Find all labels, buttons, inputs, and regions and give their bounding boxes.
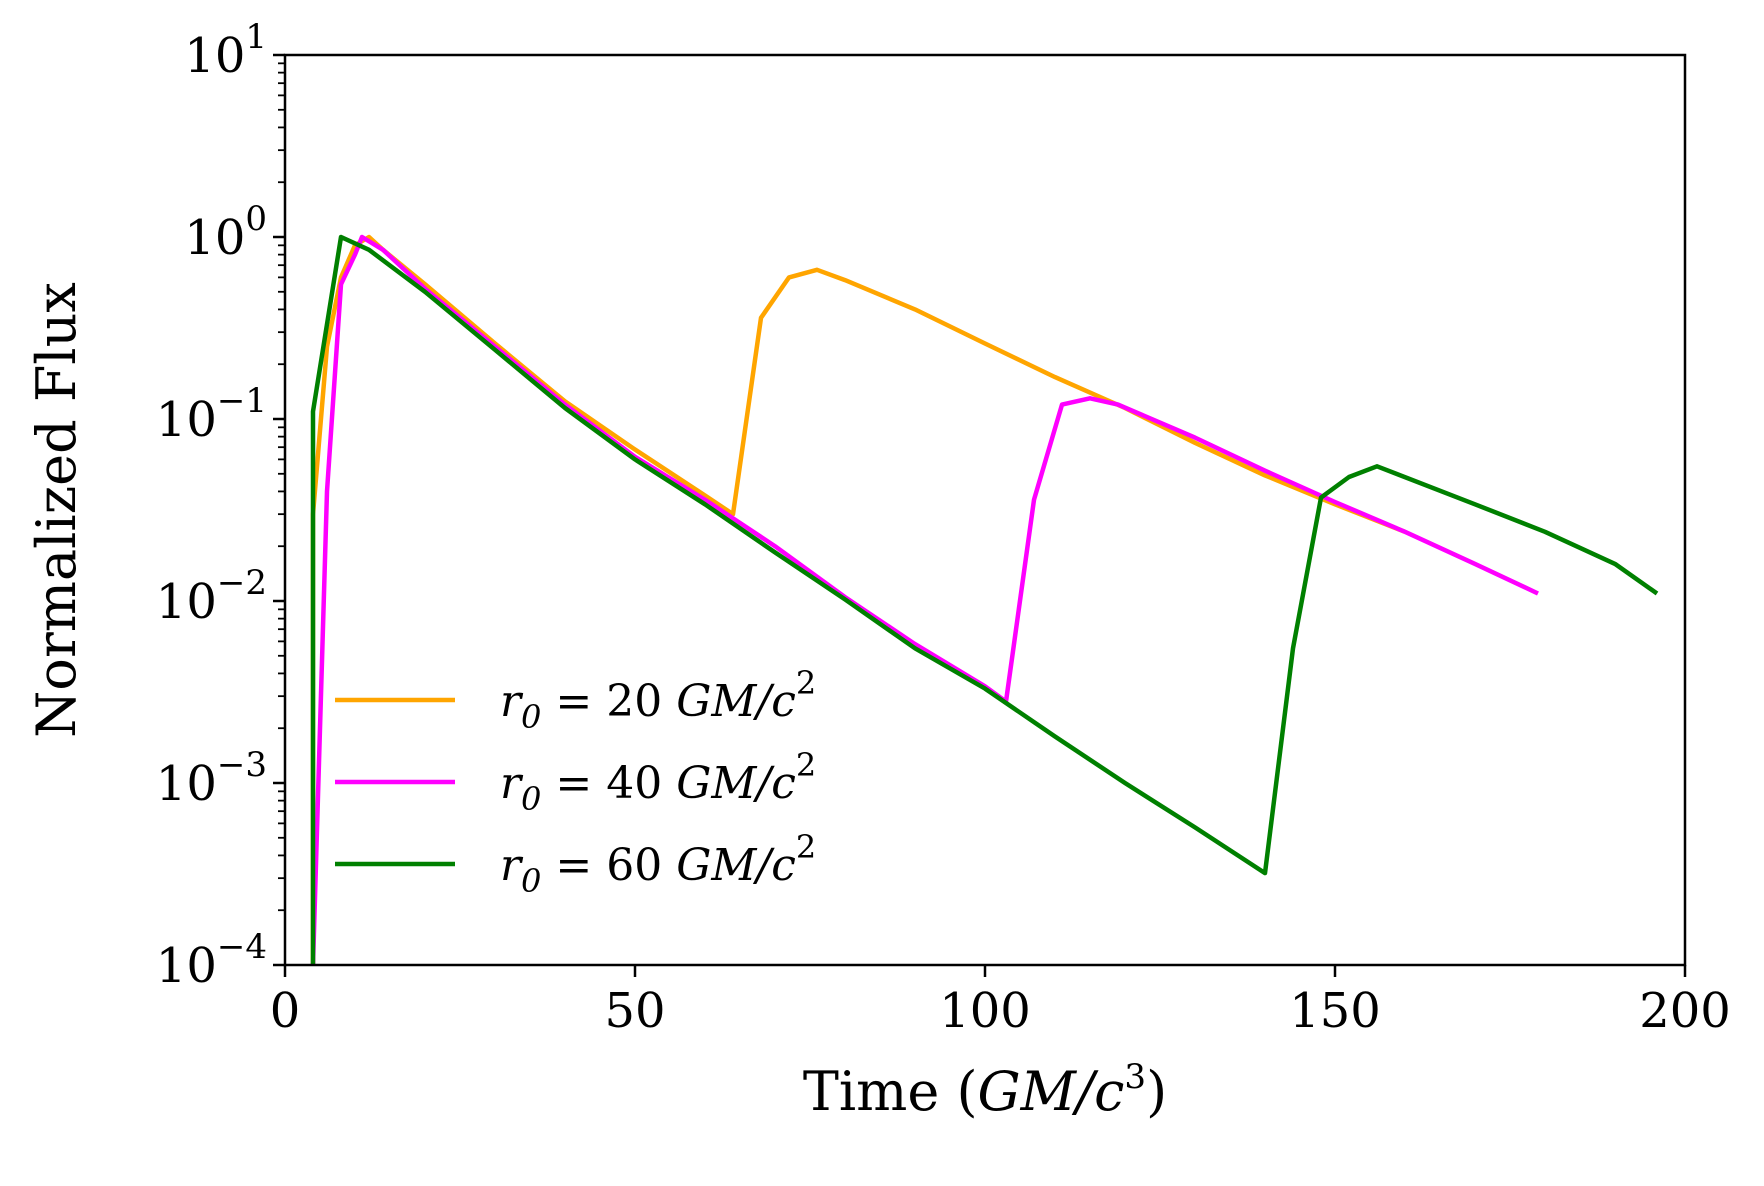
y-ticks: 10−4 10−3 10−2 10−1 100 101 (156, 17, 285, 994)
axes-frame (283, 53, 1687, 967)
y-tick-label: 100 (184, 199, 267, 266)
y-axis-label: Normalized Flux (25, 282, 88, 738)
x-ticks: 0 50 100 150 200 (270, 965, 1731, 1039)
y-tick-label: 10−2 (156, 563, 267, 630)
x-axis-label: Time (GM/c3) (803, 1057, 1167, 1123)
legend-item-3: r0 = 60 GM/c2 (335, 828, 816, 900)
x-tick-label: 0 (270, 983, 301, 1039)
series-line-2 (310, 234, 1539, 965)
series-line-3 (310, 234, 1659, 965)
x-tick-label: 100 (939, 983, 1031, 1039)
y-tick-label: 10−1 (156, 381, 267, 448)
legend-label: r0 = 20 GM/c2 (500, 664, 816, 736)
legend-label: r0 = 60 GM/c2 (500, 828, 816, 900)
legend-item-1: r0 = 20 GM/c2 (335, 664, 816, 736)
y-tick-label: 101 (184, 17, 267, 84)
series-layer (310, 234, 1659, 965)
x-tick-label: 150 (1289, 983, 1381, 1039)
y-tick-label: 10−4 (156, 927, 267, 994)
legend-label: r0 = 40 GM/c2 (500, 746, 816, 818)
x-tick-label: 200 (1639, 983, 1731, 1039)
x-tick-label: 50 (604, 983, 665, 1039)
legend-item-2: r0 = 40 GM/c2 (335, 746, 816, 818)
y-tick-label: 10−3 (156, 745, 267, 812)
legend: r0 = 20 GM/c2 r0 = 40 GM/c2 r0 = 60 GM/c2 (335, 664, 816, 900)
